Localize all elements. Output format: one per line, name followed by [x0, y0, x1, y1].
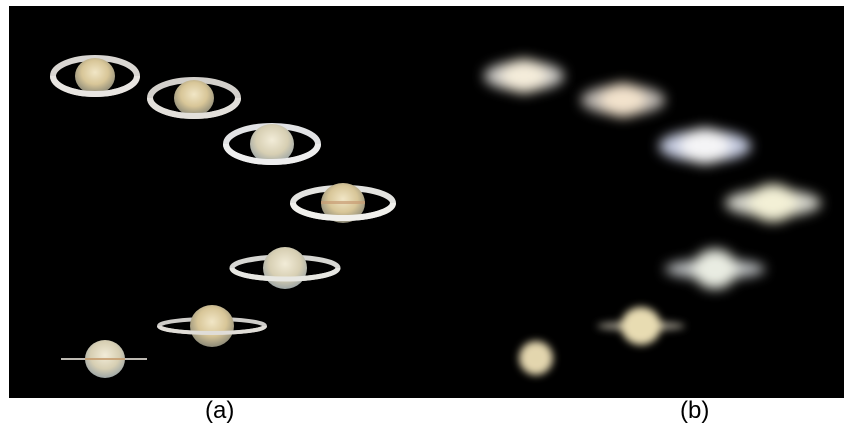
panel-a-saturns: [50, 55, 396, 378]
saturn-a5: [229, 247, 341, 289]
saturn-a2: [147, 77, 241, 119]
saturn-a4: [290, 183, 396, 223]
saturn-a7: [61, 340, 147, 378]
saturn-b7: [519, 341, 553, 375]
saturn-a1: [50, 55, 140, 97]
panel-a-caption: (a): [205, 397, 235, 424]
panel-b-caption: (b): [680, 397, 710, 424]
saturn-a3: [223, 123, 321, 165]
saturn-a6: [157, 305, 267, 347]
saturn-b1: [484, 59, 564, 93]
saturn-image: [50, 55, 821, 378]
saturn-b2: [581, 83, 665, 117]
panel-b-saturns: [484, 59, 821, 375]
saturn-photo: [9, 6, 844, 398]
saturn-b4: [725, 184, 821, 222]
saturn-b5: [665, 249, 765, 289]
saturn-b3: [659, 128, 751, 164]
saturn-b6: [597, 307, 685, 345]
